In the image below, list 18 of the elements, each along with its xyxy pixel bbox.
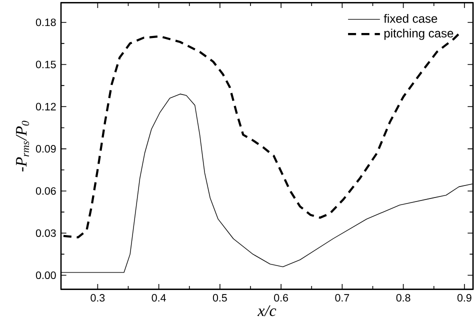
- x-tick-label: 0.8: [396, 294, 410, 302]
- x-tick-label: 0.7: [335, 294, 350, 302]
- legend-label: fixed case: [384, 14, 438, 23]
- x-tick-label: 0.6: [274, 294, 288, 302]
- x-tick-label: 0.4: [152, 294, 166, 302]
- legend-label: pitching case: [384, 28, 454, 40]
- x-tick-label: 0.9: [457, 294, 472, 302]
- y-axis-title: -P$_{rms}$/P$_{0}$: [16, 120, 30, 172]
- x-tick-label: 0.3: [90, 294, 105, 302]
- y-tick-label: 0.00: [36, 272, 56, 280]
- y-tick-label: 0.09: [36, 145, 56, 153]
- y-tick-label: 0.18: [36, 18, 56, 26]
- y-tick-label: 0.12: [36, 102, 56, 110]
- x-axis-title: x/c: [257, 305, 276, 316]
- y-tick-label: 0.06: [36, 187, 56, 195]
- y-tick-label: 0.15: [36, 60, 56, 68]
- x-tick-label: 0.5: [212, 294, 227, 302]
- y-tick-label: 0.03: [36, 229, 56, 237]
